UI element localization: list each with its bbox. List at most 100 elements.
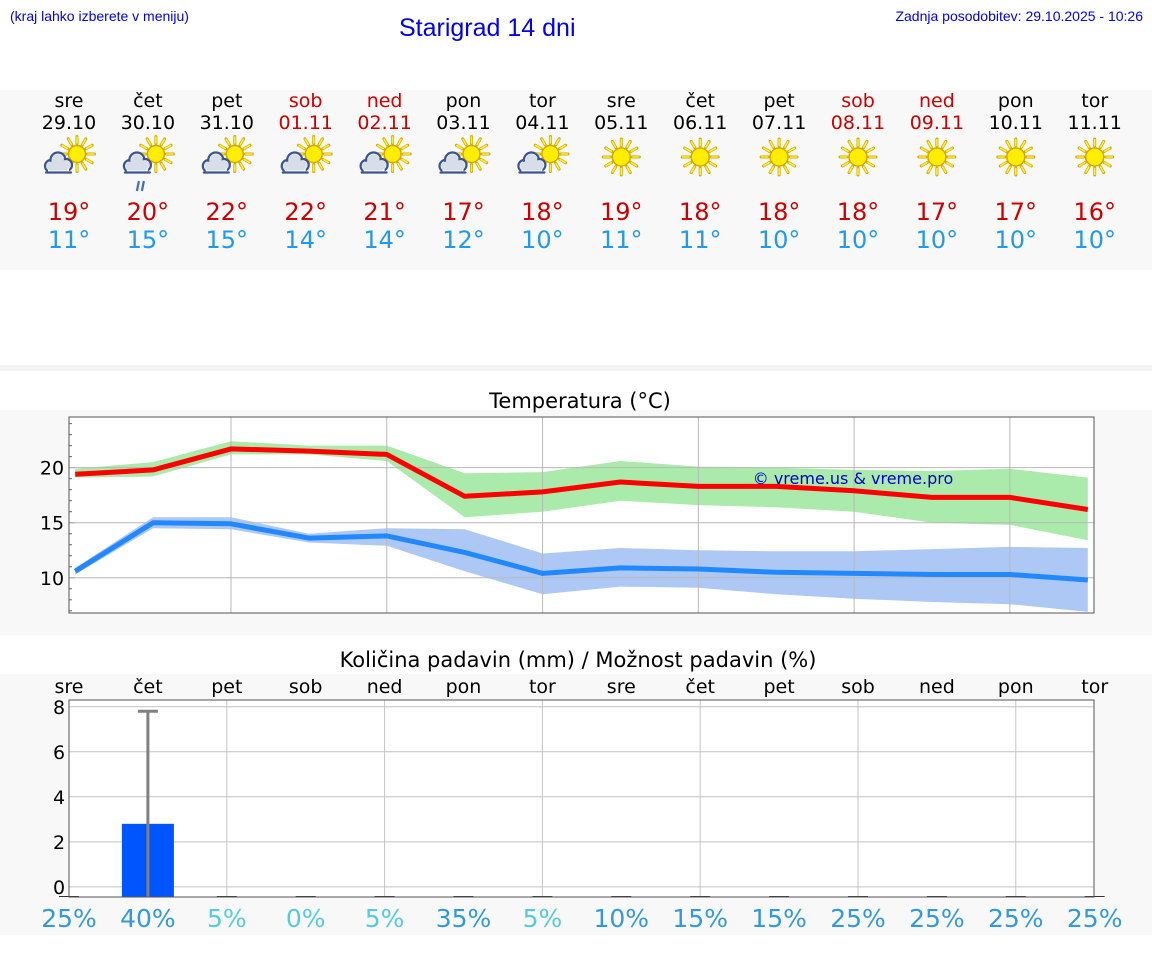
day-name: pon	[998, 90, 1034, 112]
max-temp: 22°	[284, 198, 327, 226]
precip-probability: 35%	[436, 904, 492, 933]
min-temp: 10°	[758, 226, 801, 254]
precip-probability: 25%	[830, 904, 886, 933]
day-name: ned	[919, 90, 955, 112]
min-temp: 10°	[521, 226, 564, 254]
category-label: čet	[133, 676, 163, 698]
sun-disc	[928, 148, 946, 166]
sun-disc	[542, 146, 559, 163]
sun-disc	[305, 146, 322, 163]
day-date: 07.11	[752, 112, 806, 134]
min-temp: 10°	[995, 226, 1038, 254]
precip-probability: 25%	[41, 904, 97, 933]
day-date: 11.11	[1067, 112, 1121, 134]
precip-probability: 5%	[207, 904, 247, 933]
category-label: pon	[998, 676, 1034, 698]
category-label: sre	[607, 676, 636, 698]
day-name: sob	[289, 90, 323, 112]
day-date: 09.11	[910, 112, 964, 134]
day-name: sre	[607, 90, 636, 112]
category-label: sob	[841, 676, 875, 698]
divider	[0, 365, 1152, 371]
location-hint[interactable]: (kraj lahko izberete v meniju)	[10, 8, 189, 24]
day-date: 01.11	[278, 112, 332, 134]
cloud-shade	[523, 165, 541, 171]
precip-probability: 25%	[988, 904, 1044, 933]
day-date: 30.10	[121, 112, 175, 134]
day-name: sob	[841, 90, 875, 112]
precipitation-plot-area	[69, 700, 1094, 897]
cloud-shade	[444, 165, 462, 171]
day-date: 10.11	[989, 112, 1043, 134]
max-temp: 18°	[837, 198, 880, 226]
min-temp: 11°	[48, 226, 91, 254]
sun-disc	[849, 148, 867, 166]
precip-probability: 15%	[751, 904, 807, 933]
y-tick-label: 15	[40, 513, 64, 535]
day-date: 05.11	[594, 112, 648, 134]
precip-probability: 0%	[286, 904, 326, 933]
sun-disc	[691, 148, 709, 166]
y-tick-label: 0	[53, 877, 65, 899]
sun-disc	[69, 146, 86, 163]
sun-disc	[612, 148, 630, 166]
y-tick-label: 2	[53, 832, 65, 854]
day-date: 31.10	[200, 112, 254, 134]
category-label: tor	[529, 676, 556, 698]
min-temp: 15°	[127, 226, 170, 254]
day-name: pet	[763, 90, 794, 112]
sun-disc	[226, 146, 243, 163]
max-temp: 18°	[679, 198, 722, 226]
precip-probability: 15%	[672, 904, 728, 933]
min-temp: 10°	[916, 226, 959, 254]
precip-probability: 10%	[594, 904, 650, 933]
day-date: 03.11	[436, 112, 490, 134]
cloud-shade	[50, 165, 68, 171]
category-label: ned	[919, 676, 955, 698]
min-temp: 12°	[442, 226, 485, 254]
cloud-shade	[128, 165, 146, 171]
day-date: 02.11	[357, 112, 411, 134]
day-name: tor	[529, 90, 556, 112]
max-temp: 17°	[916, 198, 959, 226]
category-label: pon	[446, 676, 482, 698]
temperature-chart-title: Temperatura (°C)	[488, 389, 671, 413]
day-date: 04.11	[515, 112, 569, 134]
max-temp: 19°	[48, 198, 91, 226]
cloud-shade	[365, 165, 383, 171]
day-name: čet	[685, 90, 715, 112]
max-temp: 21°	[363, 198, 406, 226]
sun-disc	[1086, 148, 1104, 166]
sun-disc	[384, 146, 401, 163]
y-tick-label: 20	[40, 458, 64, 480]
last-updated: Zadnja posodobitev: 29.10.2025 - 10:26	[895, 8, 1143, 24]
page-title: Starigrad 14 dni	[399, 14, 576, 43]
max-temp: 19°	[600, 198, 643, 226]
day-name: ned	[367, 90, 403, 112]
max-temp: 16°	[1073, 198, 1116, 226]
precip-probability: 25%	[1067, 904, 1123, 933]
sun-disc	[1007, 148, 1025, 166]
category-label: tor	[1081, 676, 1108, 698]
day-name: sre	[55, 90, 84, 112]
min-temp: 11°	[600, 226, 643, 254]
category-label: sob	[289, 676, 323, 698]
sun-disc	[770, 148, 788, 166]
copyright-watermark: © vreme.us & vreme.pro	[753, 469, 954, 488]
max-temp: 20°	[127, 198, 170, 226]
cloud-shade	[286, 165, 304, 171]
category-label: sre	[55, 676, 84, 698]
max-temp: 18°	[521, 198, 564, 226]
min-temp: 15°	[206, 226, 249, 254]
max-temp: 17°	[442, 198, 485, 226]
category-label: pet	[211, 676, 242, 698]
sun-disc	[147, 146, 164, 163]
sun-disc	[463, 146, 480, 163]
min-temp: 14°	[284, 226, 327, 254]
cloud-shade	[207, 165, 225, 171]
max-temp: 18°	[758, 198, 801, 226]
y-tick-label: 6	[53, 742, 65, 764]
